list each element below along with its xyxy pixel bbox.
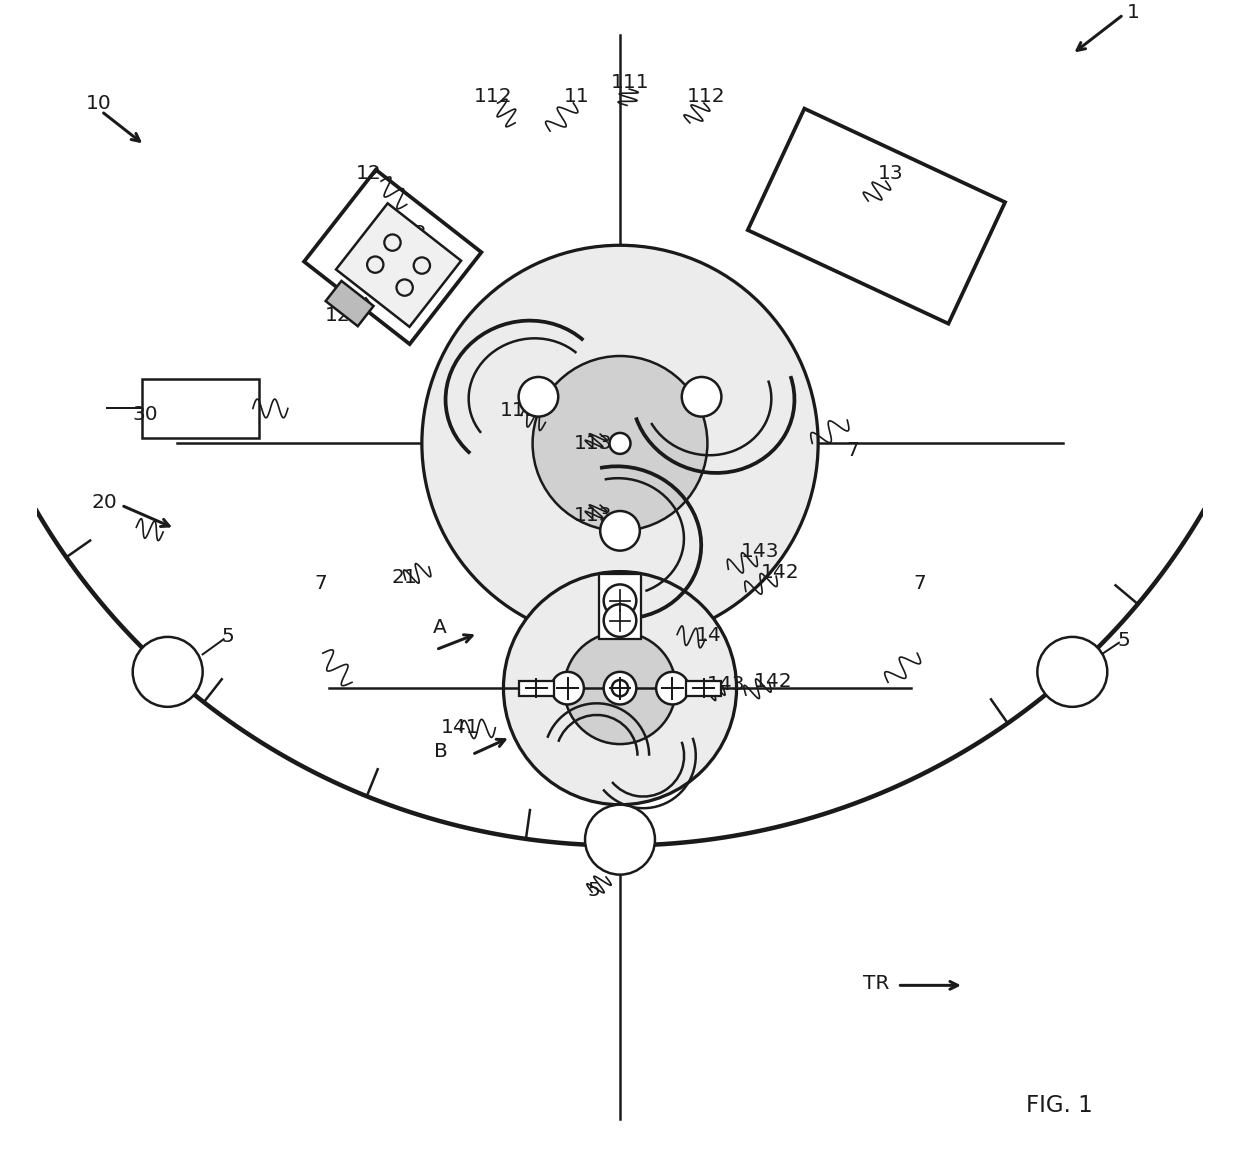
- Text: 13: 13: [878, 163, 903, 183]
- Circle shape: [604, 672, 636, 704]
- Text: 14: 14: [696, 626, 722, 645]
- FancyBboxPatch shape: [518, 681, 553, 696]
- Circle shape: [682, 377, 722, 416]
- Text: 122: 122: [388, 224, 428, 244]
- Text: 21: 21: [392, 568, 418, 586]
- Circle shape: [600, 511, 640, 550]
- Circle shape: [518, 377, 558, 416]
- Text: 112: 112: [474, 86, 512, 106]
- Text: 113: 113: [574, 506, 613, 525]
- Text: 5: 5: [588, 881, 600, 900]
- Polygon shape: [326, 281, 373, 326]
- Text: 5: 5: [1117, 631, 1130, 649]
- Text: 11: 11: [564, 86, 590, 106]
- Circle shape: [656, 672, 688, 704]
- Circle shape: [585, 805, 655, 874]
- Text: 112: 112: [687, 86, 725, 106]
- Circle shape: [503, 571, 737, 805]
- Text: 7: 7: [913, 574, 926, 592]
- Text: FIG. 1: FIG. 1: [1025, 1094, 1092, 1117]
- Circle shape: [133, 637, 202, 707]
- Text: 7: 7: [847, 441, 859, 459]
- Text: 143: 143: [740, 542, 779, 561]
- Polygon shape: [599, 574, 641, 639]
- Text: 113: 113: [500, 401, 538, 420]
- Text: 113: 113: [574, 434, 613, 452]
- Circle shape: [610, 433, 630, 454]
- Circle shape: [564, 632, 676, 744]
- Text: 142: 142: [754, 672, 792, 690]
- Circle shape: [533, 356, 707, 531]
- Text: 10: 10: [86, 93, 112, 113]
- Circle shape: [1038, 637, 1107, 707]
- Text: TR: TR: [863, 974, 889, 992]
- Circle shape: [604, 604, 636, 637]
- Circle shape: [611, 680, 629, 696]
- Text: 7: 7: [314, 574, 327, 592]
- Text: 111: 111: [611, 72, 650, 92]
- Text: 1: 1: [1126, 2, 1140, 22]
- Text: A: A: [433, 618, 446, 637]
- Circle shape: [604, 584, 636, 617]
- Text: B: B: [434, 742, 448, 760]
- Text: 142: 142: [760, 563, 799, 582]
- Circle shape: [422, 245, 818, 641]
- Text: 12: 12: [356, 163, 381, 183]
- Text: 5: 5: [222, 627, 234, 646]
- FancyBboxPatch shape: [687, 681, 722, 696]
- Circle shape: [552, 672, 584, 704]
- Polygon shape: [336, 203, 461, 326]
- Text: 141: 141: [441, 718, 480, 737]
- Text: 20: 20: [92, 493, 118, 512]
- Text: 30: 30: [133, 405, 159, 423]
- Text: 121: 121: [325, 305, 363, 324]
- Text: 143: 143: [707, 675, 745, 694]
